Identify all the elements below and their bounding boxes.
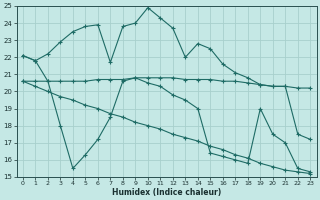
X-axis label: Humidex (Indice chaleur): Humidex (Indice chaleur) xyxy=(112,188,221,197)
